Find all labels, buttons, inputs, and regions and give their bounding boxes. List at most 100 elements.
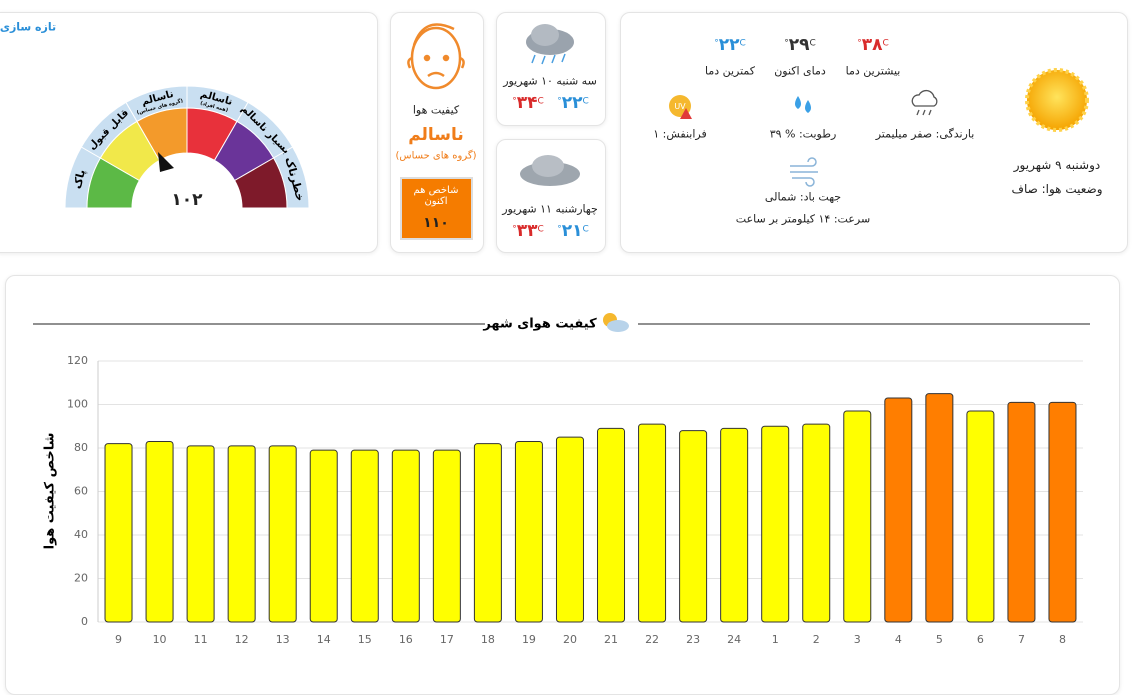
- wind-speed: سرعت: ۱۴ کیلومتر بر ساعت: [735, 212, 871, 226]
- today-max-label: بیشترین دما: [845, 64, 901, 78]
- bar: [1048, 401, 1077, 623]
- humidity-icon: [795, 96, 811, 113]
- today-max: ۳۸C°: [857, 35, 889, 55]
- unit: C°: [857, 38, 889, 49]
- bar: [720, 427, 749, 623]
- bar: [473, 443, 502, 623]
- x-tick-label: 8: [1059, 633, 1066, 646]
- y-tick-label: 20: [74, 572, 88, 585]
- x-tick-label: 23: [686, 633, 700, 646]
- unit: C°: [714, 38, 746, 49]
- forecast-day: چهارشنبه ۱۱ شهریور: [502, 202, 598, 216]
- bar: [268, 445, 297, 623]
- bar: [925, 393, 954, 623]
- aqi-now-value: ۱۱۰: [423, 215, 449, 231]
- wind-direction: جهت باد: شمالی: [764, 190, 842, 204]
- bar: [309, 449, 338, 623]
- wind-icon: [790, 157, 818, 187]
- aqi-now-box: [400, 177, 473, 240]
- x-tick-label: 4: [895, 633, 902, 646]
- value: ۲۱: [561, 221, 583, 241]
- value: ۲۲: [561, 93, 583, 113]
- x-tick-label: 17: [440, 633, 454, 646]
- refresh-button[interactable]: تازه سازی: [0, 20, 57, 34]
- value: ۳۸: [861, 35, 883, 55]
- bar: [555, 436, 584, 623]
- rain-icon: [911, 89, 938, 116]
- bar: [638, 423, 667, 623]
- forecast-day: سه شنبه ۱۰ شهریور: [503, 74, 597, 88]
- x-tick-label: 20: [563, 633, 577, 646]
- bar: [186, 445, 215, 623]
- uv-icon-label: UV: [674, 102, 686, 111]
- y-tick-label: 0: [81, 615, 88, 628]
- x-tick-label: 13: [276, 633, 290, 646]
- uv: فرابنفش: ۱: [653, 127, 707, 141]
- x-tick-label: 9: [115, 633, 122, 646]
- today-now-label: دمای اکنون: [774, 64, 826, 78]
- bar: [350, 449, 379, 623]
- bar: [514, 440, 543, 623]
- value: ۲۲: [718, 35, 740, 55]
- bar: [104, 443, 133, 623]
- bar: [802, 423, 831, 623]
- value: ۳۴: [516, 93, 538, 113]
- bar: [761, 425, 790, 623]
- x-tick-label: 15: [358, 633, 372, 646]
- today-min-label: کمترین دما: [704, 64, 756, 78]
- unit: C°: [512, 224, 544, 235]
- x-tick-label: 6: [977, 633, 984, 646]
- humidity: رطوبت: % ۳۹: [769, 127, 837, 141]
- aqi-now-label: شاخص هم اکنون: [413, 185, 459, 207]
- unit: C°: [784, 38, 816, 49]
- unit: C°: [557, 224, 589, 235]
- today-now: ۲۹C°: [784, 35, 816, 55]
- face-icon: [407, 23, 465, 90]
- rain-cloud-icon: [526, 24, 574, 65]
- bar: [432, 449, 461, 623]
- x-tick-label: 18: [481, 633, 495, 646]
- x-tick-label: 19: [522, 633, 536, 646]
- x-tick-label: 14: [317, 633, 331, 646]
- gauge-needle: [158, 152, 174, 172]
- x-tick-label: 24: [727, 633, 741, 646]
- sun-icon: [1025, 68, 1089, 132]
- rain: بارندگی: صفر میلیمتر: [875, 127, 975, 141]
- value: ۳۳: [516, 221, 538, 241]
- bar: [597, 427, 626, 623]
- x-tick-label: 3: [854, 633, 861, 646]
- x-tick-label: 21: [604, 633, 618, 646]
- y-axis-label: شاخص کیفیت هوا: [43, 433, 58, 550]
- bar: [966, 410, 995, 623]
- x-tick-label: 10: [153, 633, 167, 646]
- chart: کیفیت هوای شهر شاخص کیفیت هوا 0 20 40 60 80 100…: [43, 317, 1083, 646]
- aqi-status: ناسالم: [408, 125, 464, 145]
- gauge-segment: [233, 157, 288, 209]
- x-tick-label: 1: [772, 633, 779, 646]
- uv-warning-icon: [680, 108, 692, 119]
- bar: [145, 440, 174, 623]
- gauge-value: ۱۰۲: [171, 190, 203, 210]
- forecast-min: ۲۱C°: [557, 221, 589, 241]
- x-tick-label: 22: [645, 633, 659, 646]
- today-condition: وضعیت هوا: صاف: [1011, 182, 1103, 196]
- forecast-max: ۳۳C°: [512, 221, 544, 241]
- value: ۲۹: [788, 35, 810, 55]
- chart-title: کیفیت هوای شهر: [482, 317, 597, 332]
- unit: C°: [557, 96, 589, 107]
- bar: [1007, 401, 1036, 623]
- y-tick-label: 40: [74, 528, 88, 541]
- x-tick-label: 12: [235, 633, 249, 646]
- unit: C°: [512, 96, 544, 107]
- gauge-label: پاک: [70, 168, 88, 190]
- today-card: [620, 12, 1128, 253]
- aqi-title: کیفیت هوا: [412, 103, 460, 117]
- bar: [843, 410, 872, 623]
- bar: [227, 445, 256, 623]
- forecast-min: ۲۲C°: [557, 93, 589, 113]
- aqi-group: (گروه های حساس): [395, 150, 477, 162]
- x-tick-label: 2: [813, 633, 820, 646]
- bar: [679, 430, 708, 623]
